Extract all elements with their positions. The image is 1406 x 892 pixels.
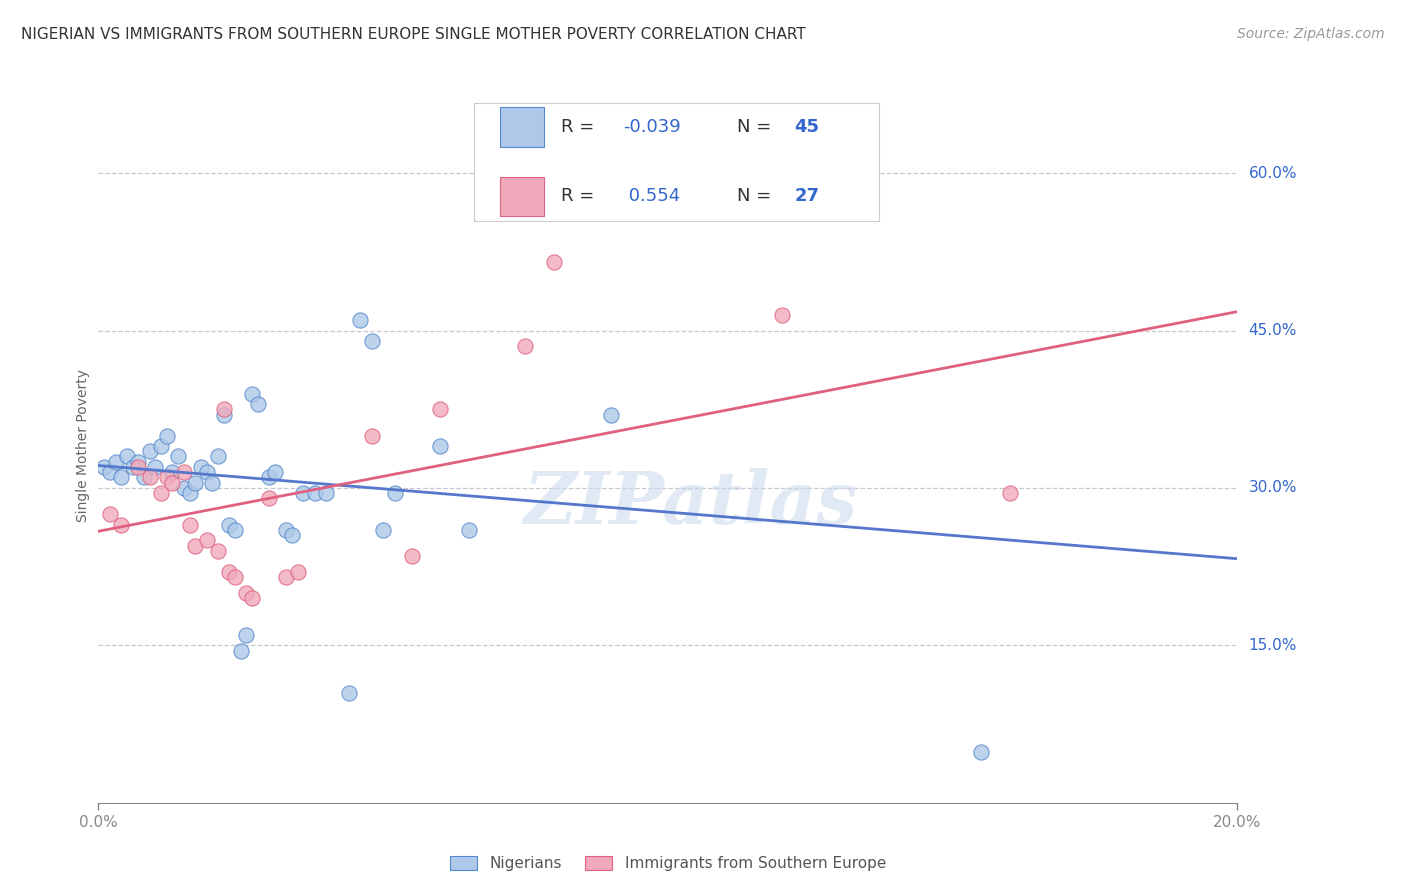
Point xyxy=(229,643,252,657)
Point xyxy=(304,486,326,500)
Point xyxy=(457,523,479,537)
Point xyxy=(998,486,1021,500)
Point xyxy=(162,465,184,479)
Point xyxy=(264,465,287,479)
Point xyxy=(167,450,190,464)
Point xyxy=(600,408,623,422)
Point xyxy=(93,460,115,475)
Legend: Nigerians, Immigrants from Southern Europe: Nigerians, Immigrants from Southern Euro… xyxy=(444,849,891,877)
Point xyxy=(162,475,184,490)
Point xyxy=(276,570,298,584)
Text: 45: 45 xyxy=(794,118,820,136)
Text: 15.0%: 15.0% xyxy=(1249,638,1296,653)
Point xyxy=(190,460,212,475)
Point xyxy=(110,470,132,484)
Point xyxy=(121,460,143,475)
Point xyxy=(384,486,406,500)
Text: 27: 27 xyxy=(794,187,820,205)
Text: R =: R = xyxy=(561,118,600,136)
Point xyxy=(235,586,257,600)
Point xyxy=(173,481,195,495)
Point xyxy=(429,402,451,417)
Point xyxy=(281,528,304,542)
Point xyxy=(287,565,309,579)
Point xyxy=(970,746,993,760)
FancyBboxPatch shape xyxy=(501,177,544,216)
Text: -0.039: -0.039 xyxy=(623,118,681,136)
Point xyxy=(259,491,281,506)
Point xyxy=(138,470,160,484)
Text: 45.0%: 45.0% xyxy=(1249,323,1296,338)
Y-axis label: Single Mother Poverty: Single Mother Poverty xyxy=(76,369,90,523)
Text: ZIPatlas: ZIPatlas xyxy=(523,467,858,539)
Point xyxy=(292,486,315,500)
Point xyxy=(259,470,281,484)
Point xyxy=(515,339,537,353)
Point xyxy=(360,334,382,348)
Text: 0.554: 0.554 xyxy=(623,187,681,205)
Point xyxy=(429,439,451,453)
Point xyxy=(184,539,207,553)
Point xyxy=(337,685,360,699)
Text: 30.0%: 30.0% xyxy=(1249,481,1296,495)
Text: NIGERIAN VS IMMIGRANTS FROM SOUTHERN EUROPE SINGLE MOTHER POVERTY CORRELATION CH: NIGERIAN VS IMMIGRANTS FROM SOUTHERN EUR… xyxy=(21,27,806,42)
Point xyxy=(770,308,793,322)
Point xyxy=(235,628,257,642)
Point xyxy=(150,486,173,500)
Point xyxy=(543,255,565,269)
Point xyxy=(628,193,651,207)
Point xyxy=(145,460,167,475)
Point xyxy=(127,455,149,469)
Point xyxy=(156,428,179,442)
Point xyxy=(212,402,235,417)
Point xyxy=(173,465,195,479)
Point xyxy=(373,523,395,537)
FancyBboxPatch shape xyxy=(501,107,544,146)
Point xyxy=(207,450,229,464)
Point xyxy=(224,570,246,584)
Point xyxy=(195,465,218,479)
Point xyxy=(98,507,121,521)
Point xyxy=(315,486,337,500)
Point xyxy=(240,386,263,401)
Point xyxy=(184,475,207,490)
Point xyxy=(246,397,269,411)
Point xyxy=(276,523,298,537)
Point xyxy=(179,486,201,500)
Point xyxy=(360,428,382,442)
Point xyxy=(201,475,224,490)
Point xyxy=(115,450,138,464)
Point xyxy=(218,517,240,532)
Point xyxy=(240,591,263,606)
Text: R =: R = xyxy=(561,187,600,205)
Point xyxy=(207,544,229,558)
Text: N =: N = xyxy=(737,187,778,205)
Point xyxy=(179,517,201,532)
Point xyxy=(104,455,127,469)
Point xyxy=(150,439,173,453)
Point xyxy=(110,517,132,532)
Point xyxy=(156,470,179,484)
Point xyxy=(127,460,149,475)
Point xyxy=(98,465,121,479)
Point xyxy=(138,444,160,458)
Text: 60.0%: 60.0% xyxy=(1249,166,1296,181)
FancyBboxPatch shape xyxy=(474,103,879,221)
Text: Source: ZipAtlas.com: Source: ZipAtlas.com xyxy=(1237,27,1385,41)
Text: N =: N = xyxy=(737,118,778,136)
Point xyxy=(218,565,240,579)
Point xyxy=(349,313,371,327)
Point xyxy=(132,470,155,484)
Point xyxy=(224,523,246,537)
Point xyxy=(401,549,423,564)
Point xyxy=(195,533,218,548)
Point xyxy=(212,408,235,422)
